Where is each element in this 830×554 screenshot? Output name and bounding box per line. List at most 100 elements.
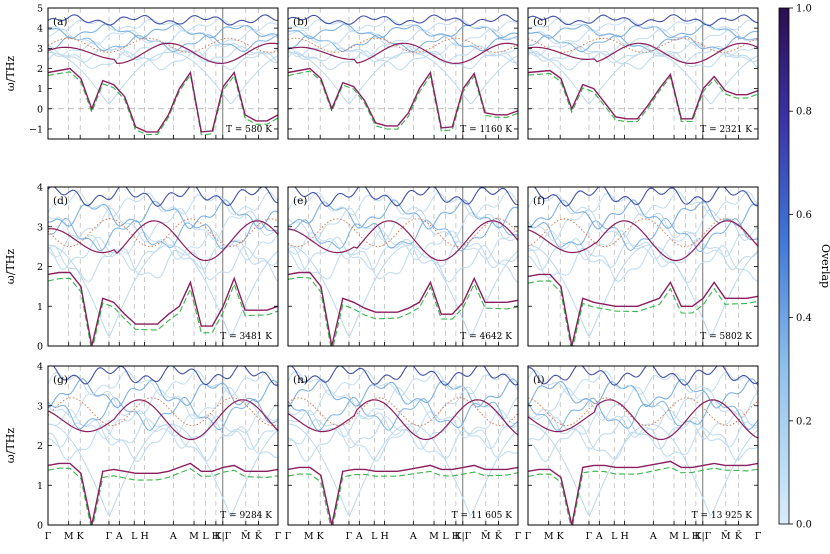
dispersion-band	[48, 423, 278, 462]
highlighted-band-lowest	[288, 271, 518, 346]
temperature-label: T = 4642 K	[460, 332, 512, 342]
dispersion-band	[528, 245, 758, 284]
highlighted-band-upper	[288, 399, 518, 441]
panel-tag: (i)	[533, 374, 545, 386]
colorbar-tick-label: 0.6	[796, 210, 812, 221]
dispersion-band	[288, 396, 518, 431]
dotted-band	[288, 37, 518, 53]
highlighted-band-lowest	[288, 67, 518, 129]
dispersion-band	[528, 237, 758, 271]
y-tick-label: 0	[37, 342, 43, 353]
dispersion-band	[288, 18, 518, 33]
x-tick-label: Γ̄	[755, 531, 762, 542]
highlighted-band-upper	[528, 399, 758, 441]
x-tick-label: M	[669, 531, 679, 542]
dispersion-band	[288, 217, 518, 252]
x-tick-label: M̄	[721, 530, 731, 542]
panel-tag: (d)	[53, 195, 68, 207]
panel-background	[48, 8, 278, 139]
dispersion-band	[48, 370, 278, 397]
colorbar-ticks: 0.0 0.2 0.4 0.6 0.8 1.0	[789, 4, 812, 531]
dispersion-band	[288, 14, 518, 26]
x-tick-label: L	[611, 531, 618, 542]
temperature-label: T = 580 K	[226, 125, 272, 135]
dispersion-band	[528, 191, 758, 218]
x-tick-label: M̄	[241, 530, 251, 542]
highlighted-band-lowest	[528, 460, 758, 525]
x-tick-label: L	[442, 531, 449, 542]
x-tick-label: K|Γ	[214, 531, 231, 542]
dotted-band	[48, 218, 278, 248]
dispersion-band	[48, 207, 278, 242]
acoustic-band	[48, 423, 278, 518]
dispersion-band	[288, 199, 518, 230]
panel-a: −1 0 1 2 3 4 5 ω/THz (a) T = 580 K	[4, 4, 279, 140]
panel-tag: (f)	[533, 195, 545, 207]
x-tick-label: M	[189, 531, 199, 542]
x-tick-label: L	[682, 531, 689, 542]
dispersion-band	[288, 378, 518, 408]
dispersion-band	[288, 244, 518, 283]
x-tick-label: A	[169, 531, 177, 542]
temperature-label: T = 5802 K	[700, 332, 752, 342]
harmonic-dashed-band	[288, 70, 518, 132]
highlighted-band-upper	[528, 220, 758, 262]
panel-background	[48, 187, 278, 346]
y-tick-label: 1	[37, 481, 43, 492]
dispersion-band	[288, 45, 518, 64]
dispersion-band	[528, 45, 758, 64]
dispersion-band	[48, 244, 278, 283]
harmonic-dashed-band	[48, 277, 278, 346]
panels-group: −1 0 1 2 3 4 5 ω/THz (a) T = 580 K (b) T = 1160 K (c…	[4, 4, 762, 543]
colorbar-title: Overlap	[819, 244, 830, 288]
x-tick-label: H	[140, 531, 148, 542]
dispersion-band	[48, 409, 278, 439]
acoustic-band	[288, 423, 518, 518]
colorbar-tick-label: 0.2	[796, 416, 812, 427]
y-axis-label: ω/THz	[4, 56, 17, 92]
panel-background	[288, 366, 518, 525]
highlighted-band-upper	[288, 42, 518, 65]
dispersion-band	[48, 378, 278, 409]
acoustic-band	[528, 244, 758, 339]
acoustic-band	[288, 244, 518, 339]
dispersion-band	[528, 397, 758, 431]
colorbar-tick-label: 0.4	[796, 313, 812, 324]
y-tick-label: 0	[37, 521, 43, 532]
dispersion-band	[528, 14, 758, 27]
x-tick-label: Γ	[525, 531, 532, 542]
y-tick-label: 2	[37, 64, 43, 75]
dispersion-band	[288, 23, 518, 40]
y-axis-label: ω/THz	[4, 428, 17, 464]
panel-c: (c) T = 2321 K	[527, 7, 759, 140]
x-tick-label: Γ	[45, 531, 52, 542]
dispersion-band	[288, 369, 518, 397]
y-tick-label: 2	[37, 262, 43, 273]
band-curves	[48, 187, 278, 346]
panel-background	[528, 187, 758, 346]
dispersion-band	[528, 209, 758, 242]
dispersion-band	[288, 207, 518, 242]
temperature-label: T = 2321 K	[700, 125, 752, 135]
x-tick-label: K̄	[495, 530, 503, 542]
y-tick-label: 5	[37, 4, 43, 15]
panel-tag: (h)	[293, 374, 308, 386]
temperature-label: T = 9284 K	[220, 511, 272, 521]
dotted-band	[288, 218, 518, 248]
colorbar-gradient	[778, 7, 790, 525]
dispersion-band	[528, 18, 758, 32]
x-tick-label: H	[452, 531, 460, 542]
x-tick-label: K|Γ	[694, 531, 711, 542]
x-tick-label: Γ̄	[515, 531, 522, 542]
dispersion-band	[288, 230, 518, 261]
panel-b: (b) T = 1160 K	[287, 7, 519, 140]
band-curves	[48, 366, 278, 525]
panel-tag: (a)	[53, 16, 67, 28]
y-tick-label: 0	[37, 104, 43, 115]
dispersion-band	[528, 378, 758, 409]
band-curves	[528, 14, 758, 123]
temperature-label: T = 1160 K	[460, 125, 512, 135]
dispersion-band	[48, 50, 278, 71]
